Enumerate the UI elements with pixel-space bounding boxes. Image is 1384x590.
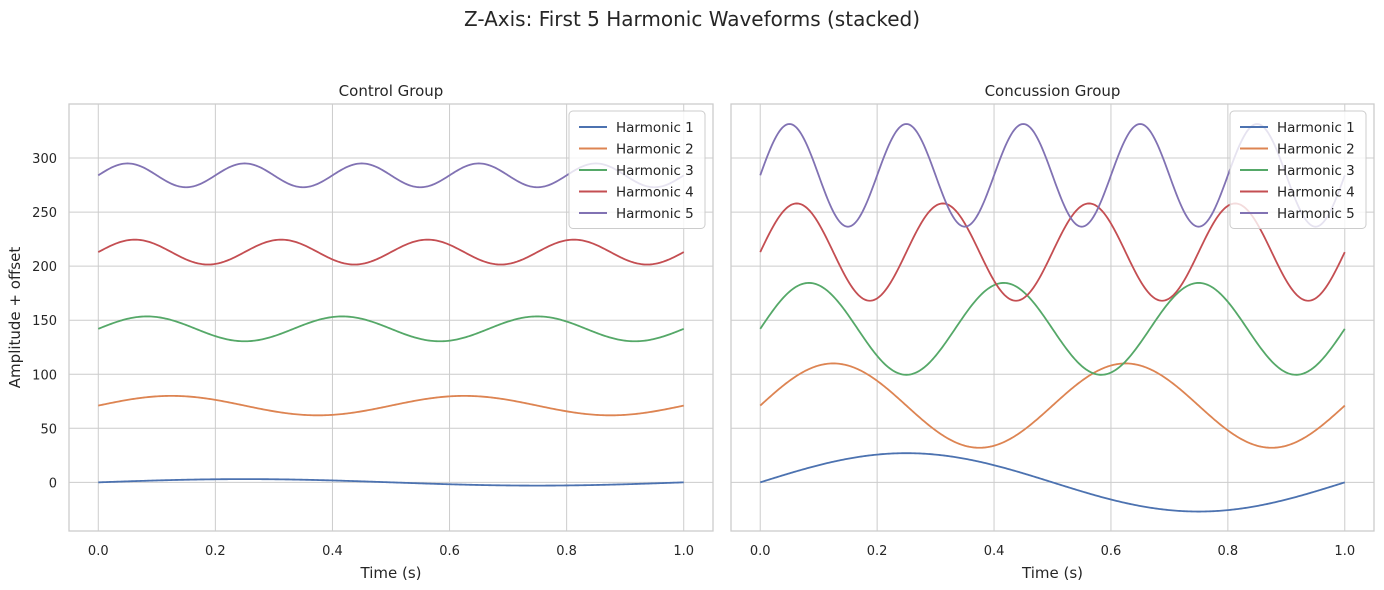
legend-label: Harmonic 4 (616, 185, 694, 201)
y-tick-label: 200 (32, 260, 57, 275)
y-tick-label: 100 (32, 368, 57, 383)
y-tick-label: 50 (40, 422, 57, 437)
legend-label: Harmonic 2 (1277, 142, 1355, 158)
axes-frame (730, 103, 1375, 532)
series-line-harmonic-1 (759, 452, 1346, 513)
x-tick-label: 0.8 (1218, 544, 1239, 559)
legend-label: Harmonic 3 (1277, 163, 1355, 179)
series-line-harmonic-3 (759, 282, 1346, 376)
x-tick-label: 0.0 (750, 544, 771, 559)
x-tick-label: 0.2 (867, 544, 888, 559)
x-tick-label: 1.0 (1334, 544, 1355, 559)
panel-concussion: 0.0 0.2 0.4 0.6 0.8 1.0 Concussion Group Time (… (730, 82, 1375, 582)
y-tick-label: 300 (32, 152, 57, 167)
x-tick-label: 0.8 (556, 544, 577, 559)
x-tick-label: 0.6 (1101, 544, 1122, 559)
legend-label: Harmonic 4 (1277, 185, 1355, 201)
legend-label: Harmonic 5 (616, 206, 694, 222)
legend-label: Harmonic 1 (616, 120, 694, 136)
y-axis-label: Amplitude + offset (6, 247, 24, 389)
x-axis-label: Time (s) (1021, 564, 1083, 582)
x-tick-label: 1.0 (673, 544, 694, 559)
figure-suptitle: Z-Axis: First 5 Harmonic Waveforms (stac… (464, 7, 920, 31)
legend-label: Harmonic 3 (616, 163, 694, 179)
x-tick-label: 0.2 (205, 544, 226, 559)
legend: Harmonic 1 Harmonic 2 Harmonic 3 Harmonic 4… (1229, 110, 1367, 229)
legend-box (1229, 110, 1367, 229)
x-tick-label: 0.4 (322, 544, 343, 559)
series-line-harmonic-2 (759, 362, 1346, 449)
y-tick-label: 150 (32, 314, 57, 329)
series-line-harmonic-2 (98, 394, 684, 417)
panel-control: 0.0 0.2 0.4 0.6 0.8 1.0 0 50 100 150 200 250 300 Cont… (6, 82, 714, 582)
legend: Harmonic 1 Harmonic 2 Harmonic 3 Harmonic 4… (568, 110, 706, 229)
legend-label: Harmonic 5 (1277, 206, 1355, 222)
x-tick-label: 0.6 (439, 544, 460, 559)
series-line-harmonic-1 (98, 478, 684, 487)
legend-box (568, 110, 706, 229)
panel-title: Concussion Group (985, 82, 1121, 100)
legend-label: Harmonic 1 (1277, 120, 1355, 136)
y-tick-label: 0 (49, 476, 57, 491)
x-tick-label: 0.4 (984, 544, 1005, 559)
x-tick-label: 0.0 (88, 544, 109, 559)
series-line-harmonic-4 (97, 238, 685, 266)
panel-title: Control Group (339, 82, 444, 100)
series-line-harmonic-3 (97, 315, 685, 343)
axes-frame (68, 103, 714, 532)
y-tick-label: 250 (32, 206, 57, 221)
x-axis-label: Time (s) (360, 564, 422, 582)
legend-label: Harmonic 2 (616, 142, 694, 158)
